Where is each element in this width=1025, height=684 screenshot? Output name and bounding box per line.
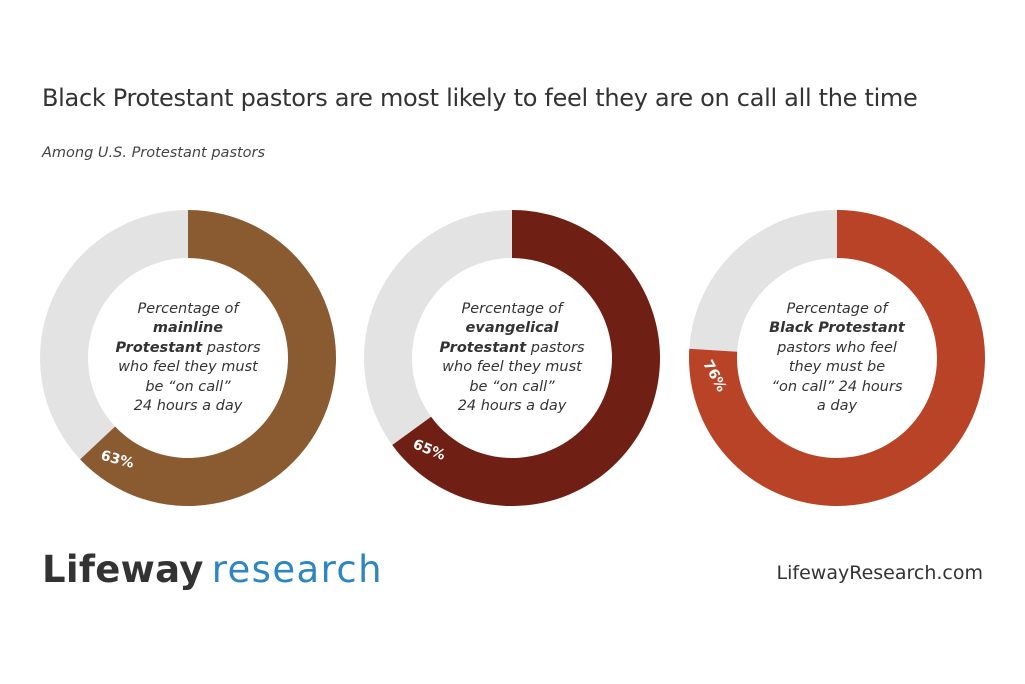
donut-center-text: Percentage of evangelical Protestant pasto… — [437, 300, 587, 417]
donut-center-text-line: 24 hours a day — [113, 397, 263, 417]
chart-subtitle: Among U.S. Protestant pastors — [42, 145, 266, 161]
donut-center-text-part: pastors who feel — [777, 339, 897, 356]
donut-value-segment — [80, 210, 336, 506]
donut-chart-mainline: 63% Percentage of mainline Protestant past… — [39, 210, 336, 506]
donut-center-text-part: pastors — [202, 339, 261, 356]
lifeway-research-logo: Lifeway research — [42, 548, 383, 591]
donut-center-text-part: Protestant — [115, 339, 203, 356]
donut-svg: 65% — [364, 210, 660, 507]
donut-center-text-part: be “on call” — [145, 378, 231, 395]
donut-remainder-segment — [364, 210, 512, 445]
donut-center-text: Percentage of Black Protestant pastors who… — [762, 300, 912, 417]
donut-center-text-line: 24 hours a day — [437, 397, 587, 417]
donut-value-segment — [392, 210, 660, 507]
donut-center-text-part: a day — [816, 398, 858, 414]
donut-center-text: Percentage of mainline Protestant pastors w… — [113, 300, 263, 417]
donut-center-text-line: Black Protestant — [762, 319, 912, 339]
donut-center-text-part: Percentage of — [137, 300, 239, 317]
donut-center-text-line: pastors who feel — [762, 339, 912, 359]
donut-center-text-part: who feel they must — [442, 359, 582, 375]
chart-title: Black Protestant pastors are most likely… — [42, 84, 918, 112]
donut-chart-evangelical: 65% Percentage of evangelical Protestant p… — [364, 210, 660, 507]
donut-center-text-line: Protestant pastors — [437, 339, 587, 359]
donut-remainder-segment — [689, 210, 837, 352]
donut-center-text-line: who feel they must — [437, 358, 587, 378]
donut-center-text-line: Percentage of — [762, 300, 912, 320]
donut-center-text-part: Percentage of — [786, 300, 888, 317]
donut-center-text-line: a day — [762, 397, 912, 417]
donut-center-text-line: they must be — [762, 358, 912, 378]
donut-center-text-part: Percentage of — [461, 300, 563, 317]
donut-chart-black-protestant: 76% Percentage of Black Protestant pastors… — [689, 210, 985, 506]
donut-svg: 63% — [39, 210, 336, 506]
donut-center-text-line: “on call” 24 hours — [762, 378, 912, 398]
donut-center-text-line: be “on call” — [113, 378, 263, 398]
donut-center-text-line: be “on call” — [437, 378, 587, 398]
donut-center-text-line: who feel they must — [113, 358, 263, 378]
logo-brand: Lifeway — [42, 548, 204, 591]
website-url[interactable]: LifewayResearch.com — [776, 562, 983, 584]
donut-center-text-line: Protestant pastors — [113, 339, 263, 359]
logo-sub: research — [211, 548, 383, 591]
donut-center-text-part: “on call” 24 hours — [771, 378, 903, 395]
donut-center-text-line: Percentage of — [113, 300, 263, 320]
donut-center-text-part: 24 hours a day — [457, 398, 567, 414]
donut-center-text-part: evangelical — [465, 320, 559, 336]
donut-center-text-line: mainline — [113, 319, 263, 339]
donut-center-text-line: evangelical — [437, 319, 587, 339]
donut-center-text-part: they must be — [788, 359, 886, 375]
donut-center-text-part: who feel they must — [118, 359, 258, 375]
donut-remainder-segment — [39, 210, 188, 460]
donut-center-text-part: 24 hours a day — [133, 398, 243, 414]
donut-center-text-part: mainline — [152, 320, 224, 336]
donut-value-segment — [689, 210, 985, 506]
donut-svg: 76% — [689, 210, 985, 506]
donut-center-text-line: Percentage of — [437, 300, 587, 320]
donut-center-text-part: Black Protestant — [769, 320, 905, 336]
donut-center-text-part: be “on call” — [469, 378, 555, 395]
donut-center-text-part: pastors — [526, 339, 585, 356]
donut-center-text-part: Protestant — [439, 339, 527, 356]
